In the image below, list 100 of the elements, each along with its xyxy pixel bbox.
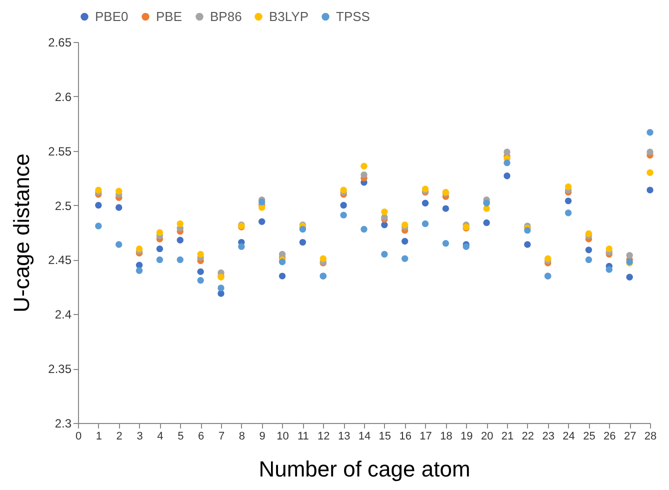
point xyxy=(381,250,388,258)
x-tick-label: 2 xyxy=(116,430,122,442)
point xyxy=(626,252,633,259)
point xyxy=(176,256,184,264)
point xyxy=(156,256,164,264)
y-axis-title: U-cage distance xyxy=(9,154,34,312)
x-tick-label: 7 xyxy=(218,430,225,442)
point xyxy=(197,268,204,276)
point xyxy=(585,246,592,254)
x-tick-label: 22 xyxy=(522,430,534,442)
point xyxy=(156,229,164,236)
point xyxy=(422,200,429,206)
x-tick-label: 25 xyxy=(583,430,596,442)
x-tick-label: 13 xyxy=(338,430,350,442)
legend-label: TPSS xyxy=(336,8,370,24)
y-tick-label: 2.65 xyxy=(48,36,72,50)
point xyxy=(116,204,122,211)
y-tick-label: 2.45 xyxy=(48,253,72,268)
point xyxy=(136,267,143,274)
point xyxy=(320,255,326,262)
x-tick-label: 12 xyxy=(318,430,330,442)
x-tick-label: 5 xyxy=(178,430,184,442)
x-tick-label: 28 xyxy=(644,430,657,442)
x-tick-label: 11 xyxy=(298,430,309,442)
point xyxy=(504,172,510,180)
point xyxy=(402,255,408,262)
point xyxy=(646,169,654,176)
x-tick-label: 17 xyxy=(420,430,432,442)
point xyxy=(197,250,204,258)
point xyxy=(116,241,122,248)
point xyxy=(483,219,490,226)
point xyxy=(626,274,633,280)
legend-label: B3LYP xyxy=(269,8,309,24)
point xyxy=(299,226,306,233)
point xyxy=(340,202,347,209)
point xyxy=(95,202,102,209)
legend-label: PBE xyxy=(156,8,182,24)
point xyxy=(360,171,368,178)
point xyxy=(258,218,266,225)
y-tick-label: 2.5 xyxy=(54,198,72,213)
x-tick-label: 21 xyxy=(501,430,514,442)
point xyxy=(218,284,224,292)
x-tick-label: 20 xyxy=(480,430,494,442)
point xyxy=(156,245,164,252)
point xyxy=(646,148,654,156)
legend-label: BP86 xyxy=(210,8,242,24)
x-tick-label: 26 xyxy=(604,430,616,442)
point xyxy=(381,214,388,221)
y-tick-label: 2.6 xyxy=(54,90,72,104)
x-tick-label: 15 xyxy=(378,430,392,442)
x-tick-label: 19 xyxy=(460,430,473,442)
point xyxy=(340,186,347,194)
x-tick-label: 8 xyxy=(238,430,245,442)
point xyxy=(218,290,224,297)
x-tick-label: 0 xyxy=(75,430,82,442)
point xyxy=(176,220,184,228)
point xyxy=(504,159,510,166)
x-tick-label: 9 xyxy=(259,430,266,442)
point xyxy=(442,205,450,212)
point xyxy=(381,208,388,216)
x-tick-label: 18 xyxy=(440,430,452,442)
x-tick-label: 10 xyxy=(276,430,289,442)
point xyxy=(197,277,204,284)
point xyxy=(646,129,654,136)
point xyxy=(340,212,347,218)
point xyxy=(95,222,102,230)
point xyxy=(564,198,572,204)
point xyxy=(524,226,531,234)
y-tick-label: 2.4 xyxy=(54,308,72,322)
point xyxy=(504,148,510,156)
point xyxy=(238,243,245,250)
point xyxy=(422,220,429,228)
point xyxy=(544,255,552,262)
x-axis-title: Number of cage atom xyxy=(258,456,470,482)
x-tick-label: 16 xyxy=(399,430,412,442)
x-tick-label: 3 xyxy=(136,430,143,442)
point xyxy=(606,245,612,252)
point xyxy=(278,258,286,266)
x-tick-label: 1 xyxy=(96,430,102,442)
x-tick-label: 27 xyxy=(624,430,636,442)
point xyxy=(402,238,408,245)
x-tick-label: 14 xyxy=(358,430,371,442)
point xyxy=(278,250,286,258)
point xyxy=(585,230,592,237)
point xyxy=(95,186,102,194)
point xyxy=(299,238,306,246)
y-tick-label: 2.55 xyxy=(48,144,72,158)
point xyxy=(442,240,450,247)
x-tick-label: 4 xyxy=(157,430,164,442)
point xyxy=(585,256,592,264)
point xyxy=(136,245,143,252)
y-tick-label: 2.35 xyxy=(48,362,72,376)
point xyxy=(360,162,368,170)
point xyxy=(606,266,612,273)
point xyxy=(136,262,143,269)
point xyxy=(646,186,654,194)
x-tick-label: 23 xyxy=(542,430,554,442)
legend-label: PBE0 xyxy=(95,8,128,24)
point xyxy=(176,236,184,244)
x-tick-label: 6 xyxy=(198,430,204,442)
